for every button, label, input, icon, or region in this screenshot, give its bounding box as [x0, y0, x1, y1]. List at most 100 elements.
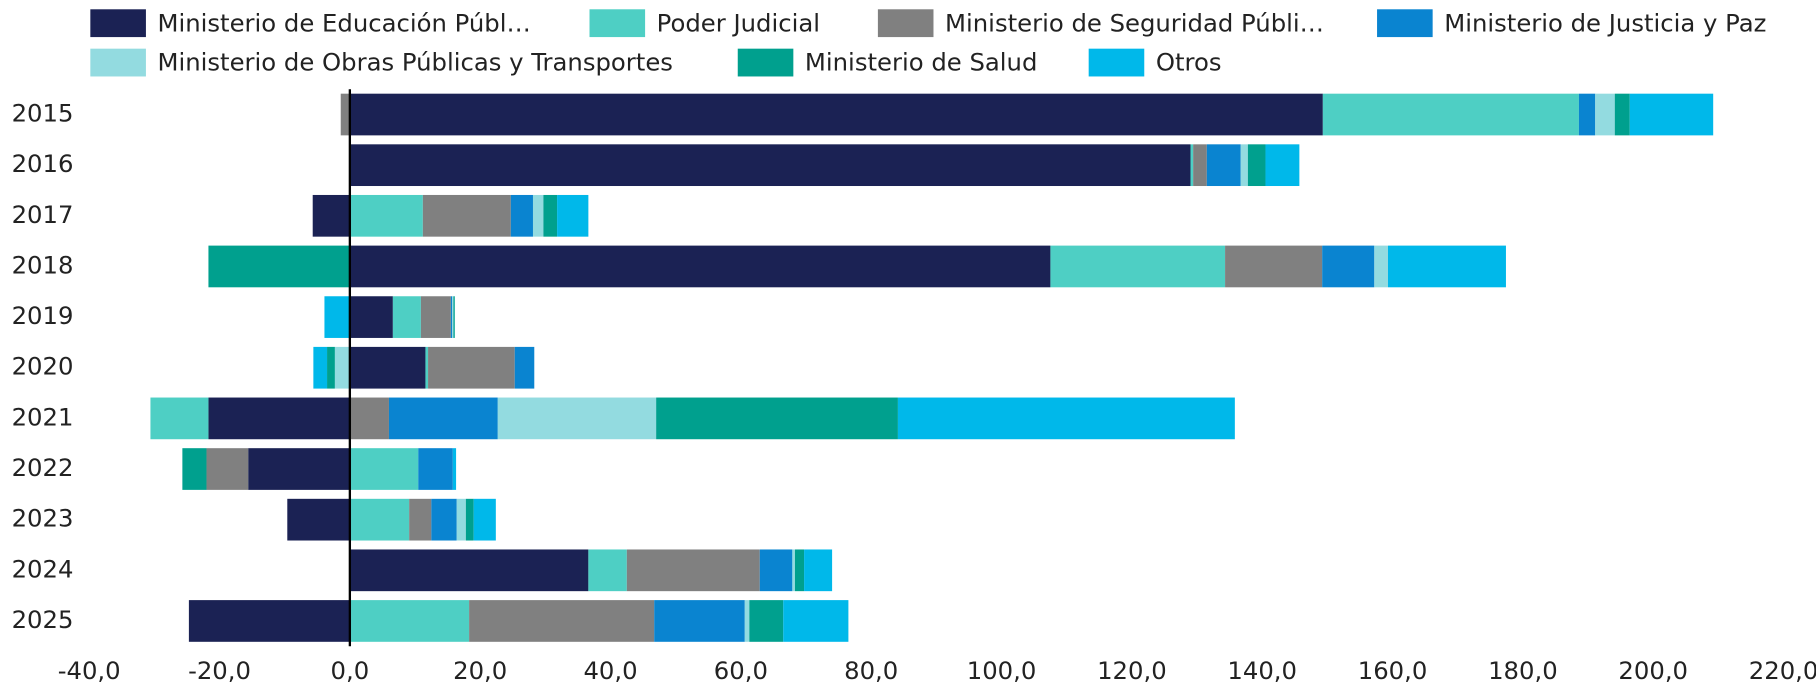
bar-segment: [431, 498, 457, 541]
bar-segment: [1629, 93, 1714, 136]
bar-segment: [313, 346, 328, 389]
bar-segment: [626, 549, 760, 592]
bar-segment: [783, 600, 849, 642]
legend-swatch: [1377, 9, 1433, 38]
bar-segment: [324, 296, 350, 338]
x-tick-label: 200,0: [1618, 656, 1688, 685]
bar-segment: [206, 448, 249, 490]
legend-label: Ministerio de Seguridad Públi…: [945, 8, 1324, 37]
bar-segment: [208, 245, 350, 288]
x-tick-label: 120,0: [1097, 656, 1167, 685]
bar-segment: [334, 346, 350, 389]
legend-swatch: [589, 9, 646, 38]
legend-label: Ministerio de Salud: [805, 48, 1037, 77]
bar-segment: [1374, 245, 1388, 288]
bar-segment: [456, 498, 466, 541]
bar-segment: [349, 346, 426, 389]
bar-segment: [428, 346, 515, 389]
bar-segment: [1193, 144, 1207, 187]
bar-segment: [543, 194, 558, 237]
bar-segment: [182, 448, 207, 490]
bar-segment: [1595, 93, 1615, 136]
bar-segment: [392, 296, 421, 338]
y-tick-label: 2021: [12, 402, 74, 431]
bar-segment: [588, 549, 627, 592]
bar-segment: [794, 549, 805, 592]
bar-segment: [287, 498, 350, 541]
y-tick-label: 2023: [12, 504, 74, 533]
legend-label: Ministerio de Educación Públ…: [158, 8, 531, 37]
x-tick-label: 100,0: [967, 656, 1037, 685]
legend-swatch: [877, 9, 934, 38]
bar-segment: [1225, 245, 1323, 288]
bar-segment: [1387, 245, 1506, 288]
bar-segment: [452, 448, 457, 490]
y-tick-label: 2025: [12, 605, 74, 634]
y-tick-label: 2019: [12, 301, 74, 330]
bar-segment: [654, 600, 745, 642]
bar-segment: [1322, 93, 1579, 136]
bar-segment: [388, 397, 498, 440]
bar-segment: [465, 498, 474, 541]
bar-segment: [349, 245, 1051, 288]
legend-swatch: [90, 48, 146, 77]
bar-segment: [1614, 93, 1630, 136]
bar-segment: [349, 296, 393, 338]
bar-segment: [1578, 93, 1596, 136]
y-tick-label: 2020: [12, 352, 74, 381]
bar-segment: [514, 346, 535, 389]
bar-segment: [897, 397, 1235, 440]
bar-segment: [497, 397, 657, 440]
y-tick-label: 2015: [12, 99, 74, 128]
bar-segment: [1265, 144, 1300, 187]
bar-segment: [759, 549, 793, 592]
bar-segment: [409, 498, 432, 541]
bar-segment: [312, 194, 350, 237]
x-tick-label: 180,0: [1488, 656, 1558, 685]
bar-segment: [1322, 245, 1375, 288]
x-tick-label: 80,0: [844, 656, 898, 685]
bar-segment: [422, 194, 511, 237]
x-tick-label: -20,0: [188, 656, 251, 685]
bar-segment: [150, 397, 209, 440]
x-tick-label: 60,0: [714, 656, 768, 685]
bar-segment: [557, 194, 589, 237]
bar-segment: [349, 448, 419, 490]
bar-segment: [453, 296, 455, 338]
bar-segment: [420, 296, 451, 338]
y-tick-label: 2017: [12, 200, 74, 229]
bar-segment: [1206, 144, 1241, 187]
y-tick-label: 2018: [12, 250, 74, 279]
bar-segment: [1190, 144, 1194, 187]
x-tick-label: 0,0: [331, 656, 370, 685]
bar-segment: [656, 397, 898, 440]
legend-swatch: [737, 48, 794, 77]
bar-segment: [349, 498, 410, 541]
x-tick-label: 220,0: [1749, 656, 1816, 685]
legend-label: Poder Judicial: [657, 8, 820, 37]
bar-segment: [792, 549, 795, 592]
bar-segment: [749, 600, 784, 642]
bar-segment: [248, 448, 350, 490]
bar-segment: [349, 194, 423, 237]
bar-segment: [349, 397, 389, 440]
y-tick-label: 2022: [12, 453, 74, 482]
legend-swatch: [1088, 48, 1145, 77]
x-tick-label: 160,0: [1358, 656, 1428, 685]
bar-segment: [188, 600, 350, 642]
bar-segment: [340, 93, 350, 136]
y-tick-label: 2016: [12, 149, 74, 178]
legend-label: Ministerio de Justicia y Paz: [1444, 8, 1766, 37]
bar-segment: [418, 448, 453, 490]
bar-segment: [349, 93, 1323, 136]
bar-segment: [450, 296, 453, 338]
bar-segment: [804, 549, 833, 592]
bar-segment: [532, 194, 544, 237]
bar-segment: [744, 600, 750, 642]
bar-segment: [425, 346, 429, 389]
bar-segment: [1240, 144, 1248, 187]
legend-label: Ministerio de Obras Públicas y Transport…: [158, 48, 673, 77]
legend-swatch: [90, 9, 146, 38]
x-tick-label: 140,0: [1227, 656, 1297, 685]
